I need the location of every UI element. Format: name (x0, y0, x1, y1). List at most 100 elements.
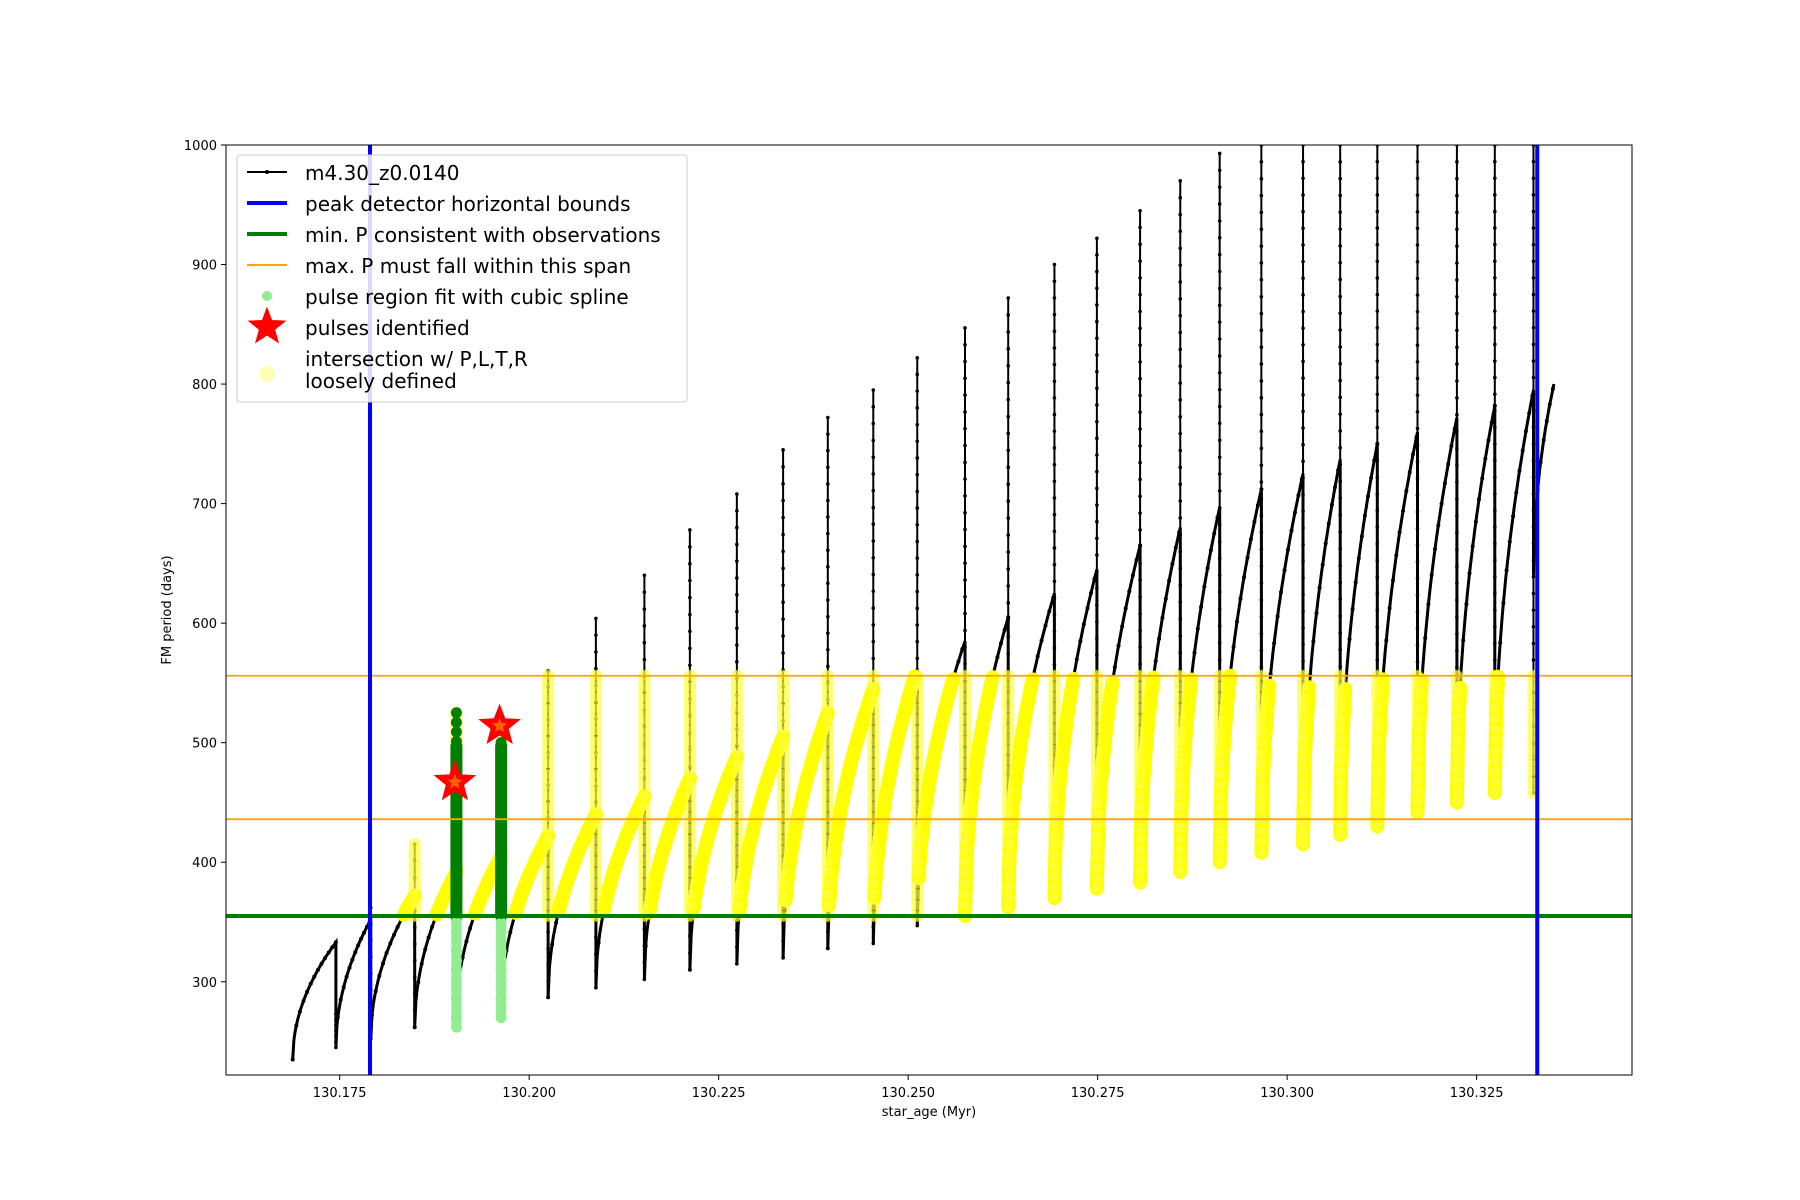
intersection-point (1298, 797, 1309, 808)
track-point (1338, 328, 1342, 332)
intersection-point (912, 900, 923, 911)
intersection-point (1091, 809, 1102, 820)
track-point (1138, 309, 1142, 314)
intersection-point (1049, 766, 1060, 777)
intersection-point (1091, 777, 1102, 788)
track-point (1301, 592, 1305, 597)
intersection-point (731, 779, 742, 790)
intersection-point (912, 889, 923, 900)
intersection-point (778, 845, 789, 856)
track-point (1493, 541, 1497, 546)
track-point (412, 975, 417, 980)
track-point (826, 432, 830, 436)
track-point (1095, 386, 1099, 391)
intersection-point (543, 878, 554, 889)
track-point (1052, 629, 1057, 634)
track-point (594, 969, 598, 973)
track-point (1259, 631, 1264, 636)
track-point (1095, 336, 1099, 341)
intersection-point (1298, 765, 1309, 776)
track-point (1259, 160, 1264, 164)
x-tick-label: 130.225 (692, 1086, 746, 1101)
track-point (915, 389, 920, 393)
track-point (1338, 647, 1342, 652)
track-point (1433, 547, 1437, 551)
track-point (1259, 581, 1264, 585)
intersection-point (778, 736, 789, 747)
track-point (1259, 429, 1264, 434)
intersection-point (1214, 703, 1225, 714)
intersection-point (409, 859, 420, 870)
intersection-point (684, 834, 695, 845)
intersection-point (1372, 767, 1383, 778)
intersection-point (960, 681, 971, 692)
track-point (1259, 598, 1264, 602)
track-point (1483, 456, 1488, 461)
track-point (594, 616, 598, 621)
intersection-point (1049, 713, 1060, 724)
legend-entry-peak-bounds: peak detector horizontal bounds (247, 192, 631, 216)
track-point (915, 623, 920, 627)
track-point (826, 565, 830, 569)
track-point (347, 965, 352, 970)
track-point (1217, 539, 1222, 544)
intersection-point (543, 823, 554, 834)
track-point (1414, 435, 1419, 440)
track-point (1338, 176, 1342, 181)
track-point (1138, 360, 1142, 364)
track-point (1217, 522, 1222, 527)
intersection-point (822, 834, 833, 845)
spline-point (450, 1021, 462, 1033)
track-point (1259, 564, 1264, 569)
intersection-point (684, 736, 695, 747)
track-point (1138, 662, 1142, 667)
track-point (1195, 626, 1200, 631)
track-point (826, 548, 830, 553)
track-point (781, 464, 785, 469)
intersection-point (1412, 744, 1423, 755)
intersection-point (1298, 712, 1309, 723)
intersection-point (731, 703, 742, 714)
track-point (1095, 536, 1099, 541)
track-point (1259, 227, 1264, 232)
track-point (1375, 458, 1380, 463)
track-point (377, 973, 382, 978)
intersection-point (868, 900, 879, 911)
intersection-point (778, 900, 789, 911)
track-point (594, 650, 598, 654)
intersection-point (1214, 857, 1225, 868)
intersection-point (912, 703, 923, 714)
track-point (412, 942, 417, 946)
track-point (1493, 159, 1497, 164)
track-point (1052, 296, 1057, 300)
intersection-point (778, 856, 789, 867)
track-point (1338, 412, 1342, 416)
track-point (1286, 547, 1290, 552)
track-point (688, 595, 692, 600)
track-point (1531, 309, 1536, 313)
track-point (915, 422, 920, 427)
intersection-point (1003, 797, 1014, 808)
intersection-point (1175, 757, 1186, 768)
track-point (1006, 397, 1011, 402)
x-axis: 130.175 130.200 130.225 130.250 130.275 130.3… (313, 1075, 1504, 1101)
track-point (1415, 276, 1420, 281)
track-point (1006, 567, 1011, 571)
track-point (915, 489, 920, 494)
intersection-point (1091, 840, 1102, 851)
track-point (1455, 497, 1459, 501)
spline-point (450, 993, 462, 1005)
track-point (1375, 276, 1380, 280)
track-point (294, 1023, 299, 1028)
track-point (1052, 379, 1057, 384)
track-point (1338, 311, 1342, 316)
track-point (1356, 556, 1361, 561)
track-point (1217, 573, 1222, 578)
track-point (1493, 409, 1497, 413)
track-point (1338, 193, 1342, 198)
intersection-point (409, 890, 420, 901)
track-point (826, 415, 830, 420)
track-point (915, 406, 920, 410)
track-point (1138, 528, 1142, 532)
track-point (1178, 347, 1183, 352)
